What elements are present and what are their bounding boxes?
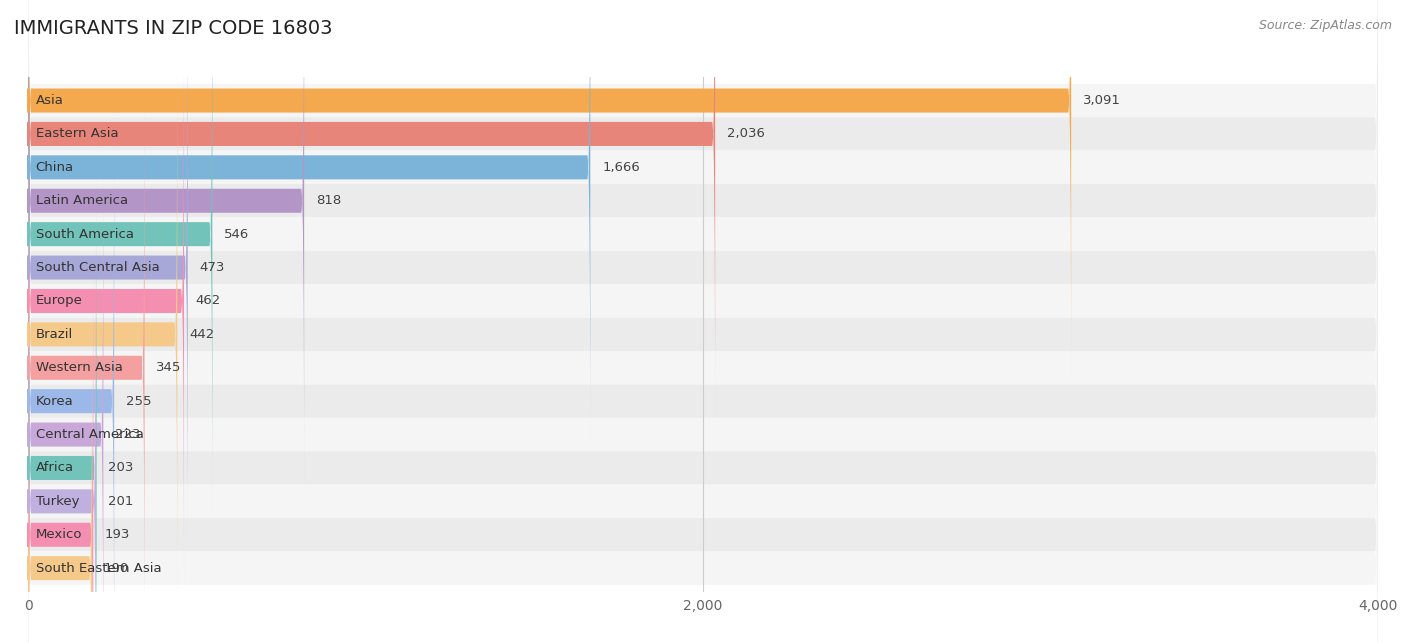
Text: Western Asia: Western Asia — [35, 361, 122, 374]
Text: Central America: Central America — [35, 428, 143, 441]
Text: Brazil: Brazil — [35, 328, 73, 341]
Text: 2,036: 2,036 — [727, 127, 765, 140]
Text: Europe: Europe — [35, 294, 83, 307]
FancyBboxPatch shape — [28, 184, 1378, 643]
Text: 203: 203 — [108, 462, 134, 475]
Text: South Central Asia: South Central Asia — [35, 261, 159, 274]
Text: Latin America: Latin America — [35, 194, 128, 207]
FancyBboxPatch shape — [28, 0, 188, 556]
FancyBboxPatch shape — [28, 251, 1378, 643]
Text: 190: 190 — [104, 562, 129, 575]
Text: Eastern Asia: Eastern Asia — [35, 127, 118, 140]
FancyBboxPatch shape — [28, 318, 1378, 643]
Text: 462: 462 — [195, 294, 221, 307]
Text: Turkey: Turkey — [35, 495, 79, 508]
FancyBboxPatch shape — [28, 150, 1378, 643]
FancyBboxPatch shape — [28, 0, 1378, 351]
Text: Mexico: Mexico — [35, 529, 82, 541]
FancyBboxPatch shape — [28, 146, 104, 643]
Text: IMMIGRANTS IN ZIP CODE 16803: IMMIGRANTS IN ZIP CODE 16803 — [14, 19, 333, 39]
Text: 442: 442 — [188, 328, 214, 341]
FancyBboxPatch shape — [28, 0, 1378, 385]
FancyBboxPatch shape — [28, 0, 1378, 451]
Text: 818: 818 — [316, 194, 342, 207]
FancyBboxPatch shape — [28, 117, 1378, 619]
FancyBboxPatch shape — [28, 0, 1378, 418]
Text: 546: 546 — [224, 228, 249, 240]
Text: Asia: Asia — [35, 94, 63, 107]
Text: South Eastern Asia: South Eastern Asia — [35, 562, 162, 575]
FancyBboxPatch shape — [28, 217, 1378, 643]
FancyBboxPatch shape — [28, 46, 177, 623]
Text: 345: 345 — [156, 361, 181, 374]
FancyBboxPatch shape — [28, 0, 716, 422]
FancyBboxPatch shape — [28, 0, 1378, 485]
Text: 255: 255 — [127, 395, 152, 408]
Text: 201: 201 — [108, 495, 134, 508]
FancyBboxPatch shape — [28, 113, 114, 643]
FancyBboxPatch shape — [28, 0, 1071, 389]
FancyBboxPatch shape — [28, 179, 97, 643]
FancyBboxPatch shape — [28, 79, 145, 643]
Text: 473: 473 — [200, 261, 225, 274]
Text: 223: 223 — [115, 428, 141, 441]
FancyBboxPatch shape — [28, 17, 1378, 518]
Text: South America: South America — [35, 228, 134, 240]
FancyBboxPatch shape — [28, 84, 1378, 585]
FancyBboxPatch shape — [28, 213, 96, 643]
FancyBboxPatch shape — [28, 246, 93, 643]
FancyBboxPatch shape — [28, 280, 93, 643]
FancyBboxPatch shape — [28, 0, 212, 523]
FancyBboxPatch shape — [28, 12, 184, 590]
FancyBboxPatch shape — [28, 50, 1378, 552]
Text: Africa: Africa — [35, 462, 73, 475]
Text: 3,091: 3,091 — [1083, 94, 1121, 107]
FancyBboxPatch shape — [28, 0, 304, 489]
FancyBboxPatch shape — [28, 0, 591, 456]
Text: Source: ZipAtlas.com: Source: ZipAtlas.com — [1258, 19, 1392, 32]
Text: 1,666: 1,666 — [602, 161, 640, 174]
Text: 193: 193 — [105, 529, 131, 541]
FancyBboxPatch shape — [28, 284, 1378, 643]
Text: Korea: Korea — [35, 395, 73, 408]
Text: China: China — [35, 161, 73, 174]
